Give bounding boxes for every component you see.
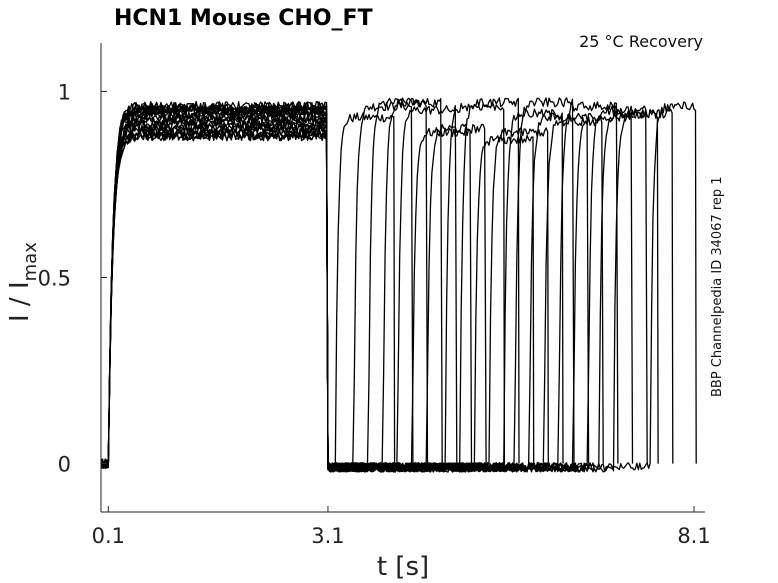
- y-axis-label-main: I / I: [5, 281, 35, 322]
- y-axis-label: I / Imax: [5, 242, 41, 322]
- trace-group: [100, 97, 697, 473]
- x-tick-label: 8.1: [677, 524, 710, 548]
- source-id-label: BBP Channelpedia ID 34067 rep 1: [710, 176, 725, 397]
- condition-annotation: 25 °C Recovery: [579, 32, 703, 51]
- trace-line: [100, 101, 697, 473]
- x-tick-label: 3.1: [311, 524, 344, 548]
- x-axis-label: t [s]: [377, 552, 429, 582]
- tick-group: 0.1 3.1 8.1 0 0.5 1: [38, 80, 711, 548]
- y-axis-label-subscript: max: [20, 242, 41, 282]
- y-tick-label: 0: [58, 453, 71, 477]
- y-tick-label: 1: [58, 80, 71, 104]
- x-tick-label: 0.1: [92, 524, 125, 548]
- y-tick-label: 0.5: [38, 267, 71, 291]
- chart-title: HCN1 Mouse CHO_FT: [114, 6, 373, 31]
